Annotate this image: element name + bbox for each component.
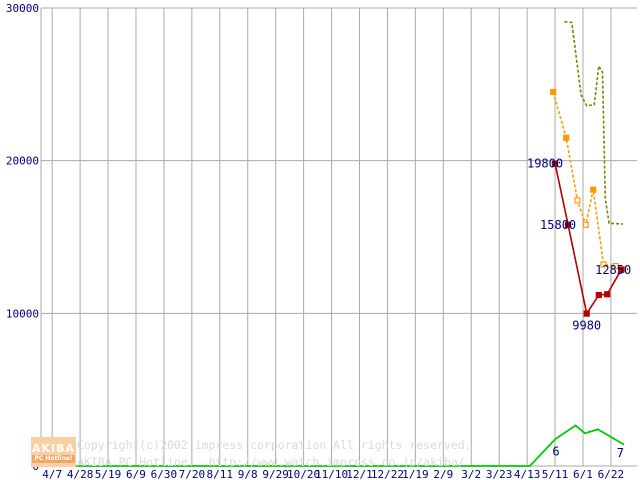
x-tick-label: 7/20: [179, 468, 206, 480]
x-tick-label: 10/20: [287, 468, 320, 480]
x-tick-label: 3/2: [461, 468, 481, 480]
data-value-label: 15800: [540, 218, 576, 232]
akiba-pc-hotline-logo: AKIBA PC Hotline!: [31, 437, 76, 467]
data-value-label: 19800: [527, 157, 563, 171]
red-series-marker: [564, 221, 572, 228]
site-url-line: AKIBA PC Hotline! http://www.watch.impre…: [77, 455, 465, 469]
data-value-label: 9980: [572, 319, 601, 333]
x-tick-label: 6/30: [151, 468, 178, 480]
olive-series-line: [564, 20, 624, 225]
data-value-label: 12850: [595, 263, 631, 277]
orange-series-marker: [563, 134, 570, 141]
orange-series-marker: [600, 261, 607, 268]
orange-series-marker: [612, 262, 619, 270]
x-tick-label: 12/1: [346, 468, 373, 480]
x-tick-label: 8/11: [207, 468, 234, 480]
copyright-line: Copyright(c)2002 impress corporation All…: [77, 438, 472, 452]
x-tick-label: 5/19: [95, 468, 122, 480]
x-tick-label: 9/8: [238, 468, 258, 480]
x-tick-label: 5/11: [542, 468, 569, 480]
x-tick-label: 6/9: [126, 468, 146, 480]
orange-series-marker: [582, 221, 589, 228]
x-tick-label: 4/28: [67, 468, 94, 480]
x-tick-label: 3/23: [486, 468, 513, 480]
orange-series-marker: [550, 88, 557, 96]
x-tick-label: 9/29: [262, 468, 289, 480]
data-value-label: 6: [552, 444, 559, 458]
red-series-marker: [618, 266, 625, 273]
orange-series-marker: [574, 197, 581, 204]
red-series-marker: [604, 291, 611, 298]
x-tick-label: 11/10: [315, 468, 348, 480]
x-tick-label: 12/22: [371, 468, 404, 480]
x-tick-label: 4/13: [514, 468, 541, 480]
orange-series-line: [552, 91, 623, 270]
x-tick-label: 1/19: [402, 468, 429, 480]
data-value-label: 7: [617, 446, 624, 460]
x-tick-label: 6/1: [573, 468, 593, 480]
x-tick-label: 2/9: [433, 468, 453, 480]
x-tick-label: 6/22: [598, 468, 625, 480]
logo-subtitle: PC Hotline!: [32, 454, 75, 463]
orange-series-marker: [590, 186, 597, 193]
red-series-marker: [583, 310, 590, 317]
red-series-marker: [595, 291, 602, 299]
y-tick-label: 20000: [6, 155, 39, 168]
red-series-line: [554, 163, 622, 316]
y-tick-label: 30000: [6, 2, 39, 15]
logo-title: AKIBA: [31, 441, 76, 455]
green-series-line: [41, 424, 625, 467]
x-tick-label: 4/7: [42, 468, 62, 480]
y-tick-label: 10000: [6, 307, 39, 320]
red-series-marker: [551, 160, 559, 167]
